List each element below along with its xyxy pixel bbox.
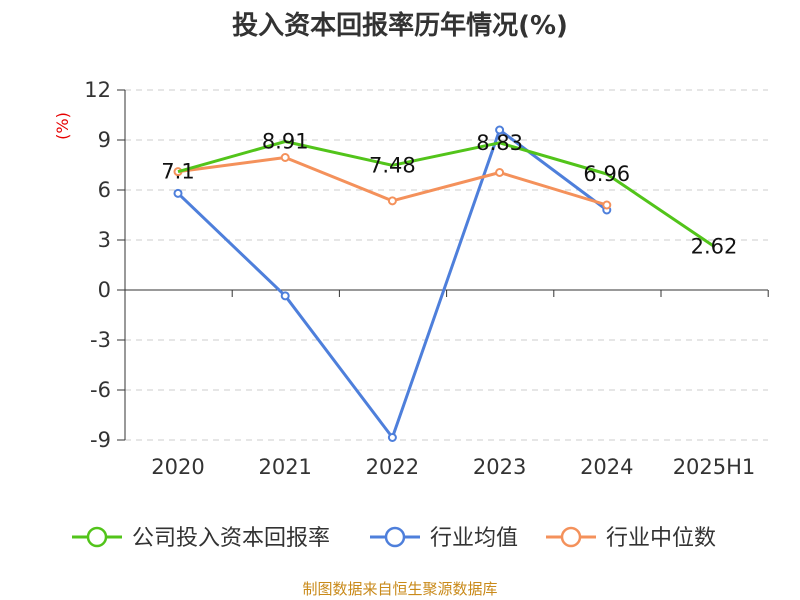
data-point xyxy=(495,125,505,135)
data-label: 2.62 xyxy=(691,234,738,258)
y-tick-label: -9 xyxy=(90,428,111,452)
data-point xyxy=(602,200,612,210)
series-lines xyxy=(173,125,715,442)
data-label: 7.1 xyxy=(161,160,194,184)
data-label: 6.96 xyxy=(583,162,630,186)
y-axis-label: (%) xyxy=(53,112,72,140)
y-tick-label: 0 xyxy=(98,278,111,302)
legend-label: 公司投入资本回报率 xyxy=(132,526,330,551)
source-note: 制图数据来自恒生聚源数据库 xyxy=(302,580,497,598)
tick-labels: 12 9 6 3 0 -3 -6 -9 2020 2021 2022 2023 2024 2025H1 xyxy=(84,78,755,479)
y-tick-label: 6 xyxy=(98,178,111,202)
data-point xyxy=(280,291,290,301)
legend-marker xyxy=(384,526,406,548)
legend-item[interactable]: 公司投入资本回报率 xyxy=(72,526,330,551)
legend-label: 行业中位数 xyxy=(606,526,716,551)
data-label: 8.83 xyxy=(476,131,523,155)
data-point xyxy=(495,168,505,177)
data-point xyxy=(387,433,397,442)
x-tick-label: 2025H1 xyxy=(673,455,756,479)
gridlines xyxy=(125,89,768,441)
y-tick-label: -6 xyxy=(90,378,111,402)
axes xyxy=(117,89,769,441)
x-tick-label: 2022 xyxy=(366,455,419,479)
data-label: 8.91 xyxy=(262,130,309,154)
legend-marker xyxy=(86,526,108,548)
x-tick-label: 2020 xyxy=(151,455,204,479)
legend-item[interactable]: 行业中位数 xyxy=(546,526,716,551)
data-labels: 7.1 8.91 7.48 8.83 6.96 2.62 xyxy=(161,130,737,259)
legend-item[interactable]: 行业均值 xyxy=(370,526,518,551)
legend-label: 行业均值 xyxy=(430,526,518,551)
y-tick-label: 12 xyxy=(84,78,111,102)
data-label: 7.48 xyxy=(369,153,416,177)
legend: 公司投入资本回报率 行业均值 行业中位数 xyxy=(72,526,716,551)
data-point xyxy=(280,153,290,162)
y-tick-label: -3 xyxy=(90,328,111,352)
x-tick-label: 2021 xyxy=(258,455,311,479)
y-tick-label: 3 xyxy=(98,228,111,252)
x-tick-label: 2024 xyxy=(580,455,633,479)
data-point xyxy=(387,196,397,206)
series-line xyxy=(177,140,715,248)
x-tick-label: 2023 xyxy=(473,455,526,479)
legend-marker xyxy=(560,526,582,548)
y-tick-label: 9 xyxy=(98,128,111,152)
chart-title: 投入资本回报率历年情况(%) xyxy=(232,10,568,41)
data-point xyxy=(173,188,183,198)
